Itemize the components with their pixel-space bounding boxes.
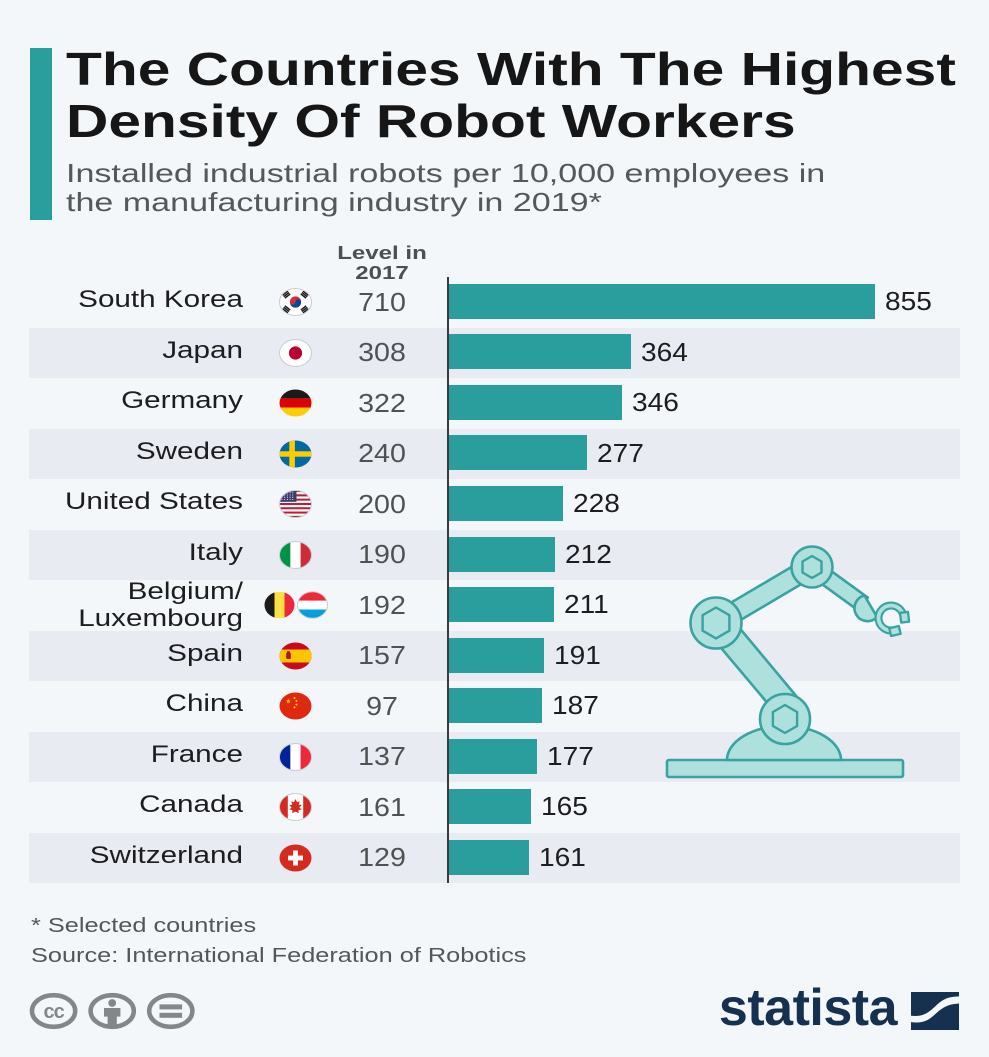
svg-text:cc: cc <box>43 1001 64 1023</box>
